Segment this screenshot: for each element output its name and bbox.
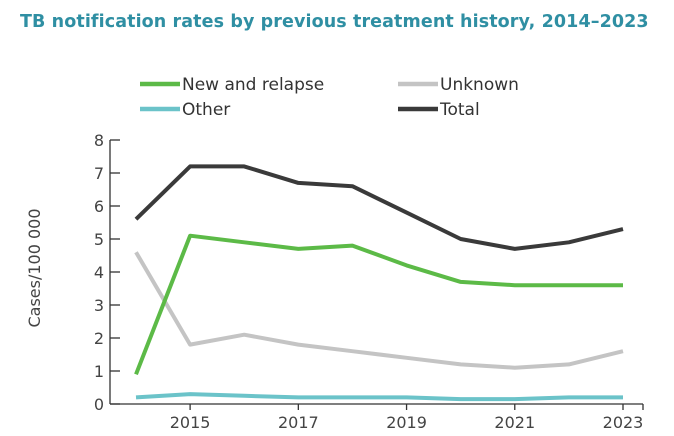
x-tick-label: 2019 [386,413,427,432]
legend-label-new-and-relapse: New and relapse [182,75,324,95]
y-tick-label: 3 [94,296,104,315]
chart-title: TB notification rates by previous treatm… [20,12,649,32]
y-tick-label: 7 [94,164,104,183]
axes: 0 1 2 3 4 5 6 7 8 2015 2017 2019 2021 2023 [94,131,644,432]
x-tick-label: 2017 [278,413,319,432]
legend-label-unknown: Unknown [440,75,519,95]
y-tick-label: 1 [94,362,104,381]
y-tick-label: 6 [94,197,104,216]
series-line-new-and-relapse [134,233,623,376]
x-tick-label: 2023 [603,413,644,432]
series-line-total [134,164,624,251]
y-tick-label: 8 [94,131,104,150]
legend: New and relapse Unknown Other Total [140,75,519,120]
x-tick-label: 2021 [494,413,535,432]
y-tick-label: 5 [94,230,104,249]
series-lines [134,164,624,402]
legend-label-other: Other [182,100,230,120]
series-line-other [135,392,623,402]
series-line-unknown [134,251,624,370]
y-tick-label: 2 [94,329,104,348]
y-tick-label: 0 [94,395,104,414]
y-tick-label: 4 [94,263,104,282]
x-tick-label: 2015 [170,413,211,432]
y-axis-label: Cases/100 000 [25,208,44,327]
legend-label-total: Total [439,100,480,120]
